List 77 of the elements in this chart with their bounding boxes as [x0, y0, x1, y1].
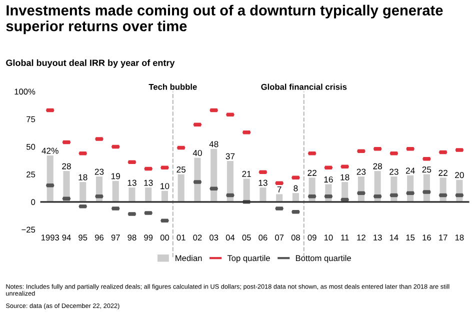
- x-tick-label: 1993: [41, 234, 60, 240]
- data-label: 13: [128, 180, 136, 186]
- legend-label: Top quartile: [227, 254, 270, 263]
- y-tick-label: 100%: [14, 88, 36, 95]
- bar: [292, 193, 299, 202]
- x-tick-label: 99: [144, 234, 153, 240]
- data-label: 40: [192, 150, 202, 156]
- bar: [210, 148, 218, 202]
- data-label: 19: [111, 173, 120, 180]
- x-tick-label: 01: [176, 234, 186, 240]
- data-label: 28: [373, 163, 382, 170]
- data-label: 48: [209, 141, 218, 148]
- x-tick-label: 12: [357, 234, 366, 240]
- x-tick-label: 13: [374, 234, 382, 240]
- data-label: 42%: [42, 148, 58, 154]
- x-tick-label: 17: [439, 234, 448, 240]
- x-tick-label: 16: [422, 234, 431, 240]
- x-tick-label: 06: [258, 234, 268, 240]
- data-label: 22: [308, 170, 316, 176]
- x-tick-label: 10: [324, 234, 333, 240]
- x-tick-label: 02: [193, 234, 202, 240]
- x-tick-label: 11: [341, 234, 349, 240]
- bar: [243, 178, 250, 202]
- data-label: 18: [340, 174, 350, 180]
- text: Tech bubble: [148, 84, 197, 90]
- x-tick-label: 96: [94, 234, 104, 240]
- text: Global financial crisis: [261, 84, 347, 90]
- data-label: 23: [94, 168, 104, 175]
- data-label: 25: [176, 166, 186, 173]
- y-tick-label: 0: [31, 199, 36, 206]
- data-label: 8: [294, 185, 298, 192]
- y-tick-label: −25: [22, 226, 36, 233]
- data-label: 20: [455, 172, 464, 178]
- x-tick-label: 18: [455, 234, 464, 240]
- data-label: 25: [422, 166, 432, 173]
- data-label: 37: [226, 153, 235, 160]
- data-label: 7: [277, 186, 282, 192]
- legend-label: Bottom quartile: [296, 254, 351, 263]
- data-label: 22: [438, 170, 448, 176]
- x-tick-label: 08: [291, 234, 300, 240]
- bar: [80, 182, 86, 202]
- x-tick-label: 07: [275, 234, 284, 240]
- chart-title: Investments made coming out of a downturn typically generate superior returns over time: [6, 4, 443, 34]
- x-tick-label: 04: [226, 234, 235, 240]
- x-tick-label: 94: [62, 234, 71, 240]
- bar: [46, 156, 54, 202]
- bar: [178, 174, 184, 202]
- x-tick-label: 05: [242, 234, 251, 240]
- data-label: 23: [356, 168, 366, 175]
- bar: [112, 180, 119, 202]
- data-label: 13: [144, 180, 153, 186]
- bar: [128, 188, 136, 202]
- x-tick-label: 15: [406, 234, 415, 240]
- x-tick-label: 14: [390, 234, 398, 240]
- data-label: 18: [78, 174, 88, 180]
- x-tick-label: 98: [128, 234, 136, 240]
- x-tick-label: 95: [78, 234, 88, 240]
- bar: [161, 190, 168, 202]
- legend-label: Median: [176, 254, 202, 262]
- y-tick-label: 75: [26, 116, 36, 122]
- x-tick-label: 97: [111, 234, 120, 240]
- y-tick-label: 25: [26, 172, 36, 178]
- x-tick-label: 00: [160, 234, 170, 240]
- bar: [276, 194, 283, 202]
- y-tick-label: 50: [26, 144, 36, 150]
- bar: [145, 188, 152, 202]
- data-label: 24: [406, 168, 415, 174]
- data-label: 21: [242, 170, 251, 177]
- x-tick-label: 09: [308, 234, 316, 240]
- bar: [260, 188, 266, 202]
- data-label: 10: [160, 183, 170, 190]
- data-label: 28: [62, 163, 71, 170]
- chart-subtitle: Global buyout deal IRR by year of entry: [6, 59, 175, 68]
- data-label: 13: [258, 180, 268, 186]
- data-label: 23: [390, 168, 398, 175]
- data-label: 16: [324, 176, 333, 183]
- x-tick-label: 03: [210, 234, 218, 240]
